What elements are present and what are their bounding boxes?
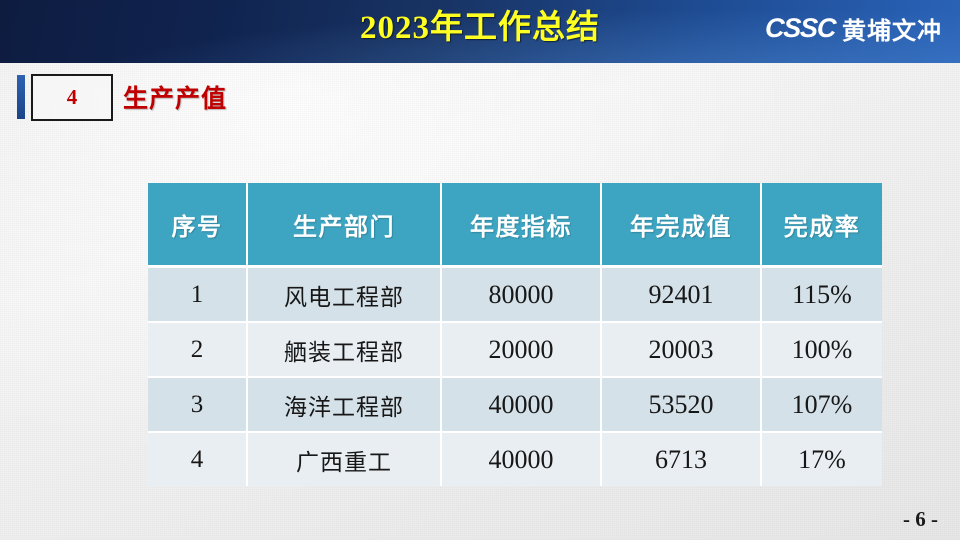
cell-dept: 风电工程部 <box>248 268 442 323</box>
cell-target: 40000 <box>442 378 602 433</box>
brand-logo-name: 黄埔文冲 <box>842 17 942 45</box>
cell-index: 3 <box>148 378 248 433</box>
cell-rate: 107% <box>762 378 882 433</box>
cell-rate: 17% <box>762 433 882 486</box>
column-header-dept: 生产部门 <box>248 183 442 268</box>
cell-actual: 6713 <box>602 433 762 486</box>
brand-logo: CSSC 黄埔文冲 <box>764 11 942 46</box>
column-header-target: 年度指标 <box>442 183 602 268</box>
table-row: 3 海洋工程部 40000 53520 107% <box>148 378 882 433</box>
cell-dept: 舾装工程部 <box>248 323 442 378</box>
page-title: 2023年工作总结 <box>360 10 600 46</box>
section-number-box: 4 <box>31 73 113 121</box>
cell-target: 40000 <box>442 433 602 486</box>
table-row: 2 舾装工程部 20000 20003 100% <box>148 323 882 378</box>
table-row: 4 广西重工 40000 6713 17% <box>148 433 882 486</box>
section-accent-bar <box>17 75 25 119</box>
column-header-index: 序号 <box>148 183 248 268</box>
table-header-row: 序号 生产部门 年度指标 年完成值 完成率 <box>148 183 882 268</box>
table-body: 1 风电工程部 80000 92401 115% 2 舾装工程部 20000 2… <box>148 268 882 486</box>
cell-rate: 115% <box>762 268 882 323</box>
production-value-table: 序号 生产部门 年度指标 年完成值 完成率 1 风电工程部 80000 9240… <box>148 183 882 486</box>
column-header-actual: 年完成值 <box>602 183 762 268</box>
cell-dept: 广西重工 <box>248 433 442 486</box>
cell-actual: 20003 <box>602 323 762 378</box>
brand-logo-mark: CSSC <box>764 13 836 43</box>
section-number: 4 <box>66 84 78 109</box>
table-header: 序号 生产部门 年度指标 年完成值 完成率 <box>148 183 882 268</box>
column-header-rate: 完成率 <box>762 183 882 268</box>
cell-dept: 海洋工程部 <box>248 378 442 433</box>
cell-index: 4 <box>148 433 248 486</box>
cell-actual: 92401 <box>602 268 762 323</box>
cell-rate: 100% <box>762 323 882 378</box>
cell-index: 1 <box>148 268 248 323</box>
section-title: 生产产值 <box>123 84 228 113</box>
page-number: - 6 - <box>903 507 938 531</box>
cell-target: 80000 <box>442 268 602 323</box>
table-row: 1 风电工程部 80000 92401 115% <box>148 268 882 323</box>
cell-index: 2 <box>148 323 248 378</box>
cell-actual: 53520 <box>602 378 762 433</box>
section-header: 4 生产产值 <box>0 72 227 122</box>
cell-target: 20000 <box>442 323 602 378</box>
